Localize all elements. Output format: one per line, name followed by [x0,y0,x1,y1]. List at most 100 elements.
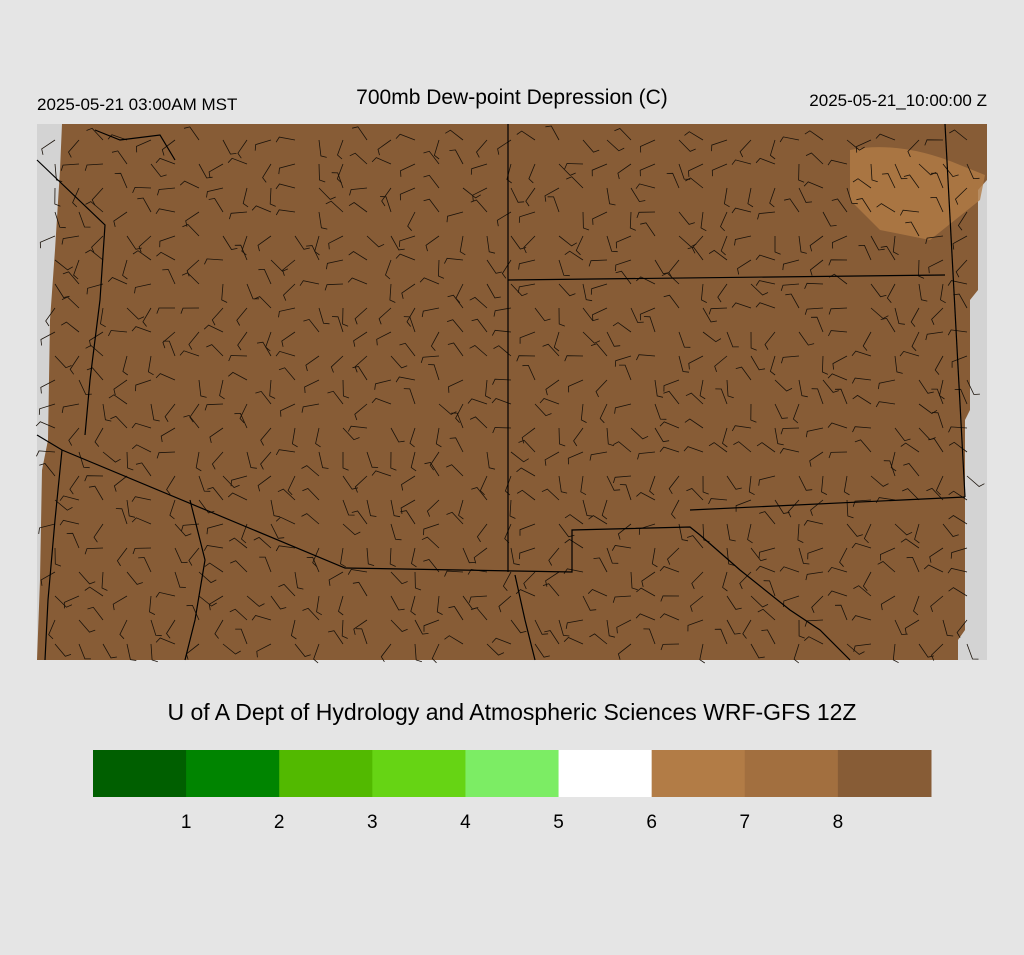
wind-barb [221,283,228,303]
wind-barb [380,643,392,663]
wind-barb [331,172,344,189]
wind-barb [86,367,104,381]
wind-barb [659,446,680,453]
wind-barb [162,331,176,349]
wind-barb [711,163,728,177]
wind-barb [235,628,248,645]
wind-barb [630,307,644,323]
wind-barb [301,403,320,413]
wind-barb [389,547,396,567]
wind-barb [348,251,368,261]
colorbar-tick-label: 4 [460,812,471,833]
wind-barb [446,464,464,477]
map-area [35,123,987,664]
wind-barb [606,475,621,491]
wind-barb [349,152,368,165]
wind-barb [45,307,56,327]
wind-barb [708,442,728,453]
wind-barb [156,307,175,314]
wind-barb [687,246,704,261]
colorbar-box [279,750,373,797]
wind-barb [399,235,416,247]
wind-barb [406,307,416,327]
wind-barb [234,244,248,261]
wind-barb [702,331,722,343]
wind-barb [182,224,200,237]
wind-barb [506,163,512,184]
wind-barb [955,187,968,205]
wind-barb [714,355,728,373]
wind-barb [40,379,56,394]
wind-barb [54,355,72,369]
wind-barb [85,249,104,261]
wind-barb [636,587,656,597]
wind-barb [102,403,112,422]
wind-barb [914,523,920,544]
wind-barb [879,547,896,561]
wind-barb [115,508,128,525]
wind-barb [894,619,908,635]
wind-barb [726,619,741,635]
wind-barb [330,355,344,373]
wind-barb [270,259,289,272]
wind-barb [566,176,584,189]
wind-barb [377,139,392,156]
wind-barb [558,427,566,447]
wind-barb [138,235,152,253]
wind-barb [804,636,824,645]
wind-barb [688,355,704,370]
wind-barb [116,547,128,567]
wind-barb [445,129,464,141]
wind-barb [821,355,829,375]
wind-barb [809,259,824,276]
wind-barb [486,283,501,299]
wind-barb [846,643,865,655]
wind-barb [564,250,584,261]
wind-barb [750,403,757,423]
wind-barb [929,547,944,563]
wind-barb [827,159,848,166]
wind-barb [351,510,368,525]
wind-barb [135,139,152,153]
wind-barb [781,355,800,364]
wind-barb [883,460,896,477]
wind-barb [88,485,104,501]
wind-barb [827,373,848,381]
wind-barb [147,355,154,376]
wind-barb [913,595,920,616]
wind-barb [198,595,217,607]
wind-barb [966,163,980,180]
wind-barb [510,619,527,634]
wind-barb [324,283,344,291]
wind-barb [260,451,272,470]
wind-barb [342,452,349,471]
wind-barb [486,235,496,254]
wind-barb [942,523,959,537]
wind-barb [54,499,73,511]
wind-barb [160,427,176,443]
wind-barb [539,398,560,405]
wind-barb [409,427,416,448]
wind-barb [366,547,375,566]
wind-barb [769,139,776,160]
wind-barb [590,343,608,357]
wind-barb [312,547,320,568]
wind-barb [40,331,56,346]
colorbar-tick-label: 1 [181,812,192,833]
wind-barb [667,547,680,565]
wind-barb [155,157,176,165]
wind-barb [940,283,946,304]
wind-barb [313,643,320,664]
wind-barb [731,159,752,165]
wind-barb [804,130,824,141]
wind-barb [222,643,241,655]
state-border [507,274,946,281]
wind-barb [161,139,176,156]
wind-barb [94,427,104,447]
wind-barb [582,211,590,231]
wind-barb [558,235,578,247]
wind-barb [54,595,73,608]
wind-barb [659,613,680,621]
wind-barb [270,523,285,539]
wind-barb [39,463,56,477]
